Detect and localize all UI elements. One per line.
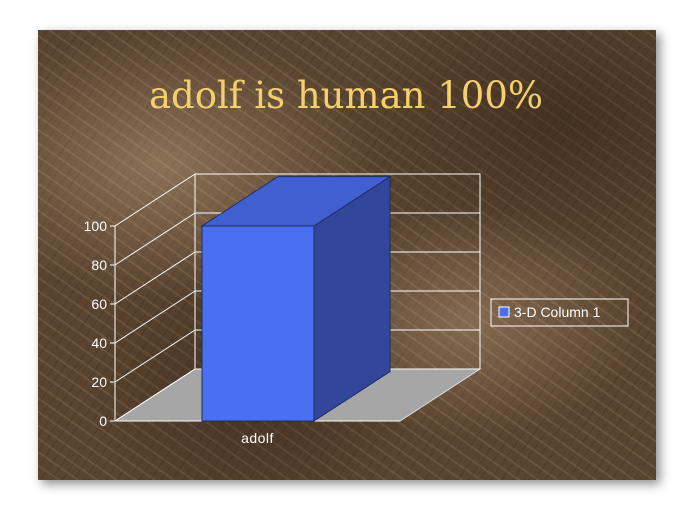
y-tick-label: 80 bbox=[91, 257, 107, 273]
gridline-side bbox=[114, 212, 196, 266]
y-tick-label: 100 bbox=[84, 218, 108, 234]
gridline-side bbox=[114, 368, 196, 422]
y-tick-label: 40 bbox=[91, 335, 107, 351]
legend-label: 3-D Column 1 bbox=[514, 304, 601, 320]
gridline-side bbox=[114, 173, 196, 227]
y-tick-label: 0 bbox=[99, 413, 107, 429]
y-tick-label: 60 bbox=[91, 296, 107, 312]
legend-box bbox=[490, 298, 629, 327]
gridline-side bbox=[114, 329, 196, 383]
chart-title: adolf is human 100% bbox=[149, 74, 543, 117]
plot-area: 0 20 40 60 80 100 adolf bbox=[84, 173, 482, 446]
gridline-side bbox=[114, 290, 196, 344]
gridline-side bbox=[114, 251, 196, 305]
bar-front bbox=[201, 225, 315, 422]
legend: 3-D Column 1 bbox=[490, 298, 629, 327]
x-category-label: adolf bbox=[241, 430, 274, 446]
y-tick-label: 20 bbox=[91, 374, 107, 390]
legend-swatch bbox=[498, 306, 510, 318]
